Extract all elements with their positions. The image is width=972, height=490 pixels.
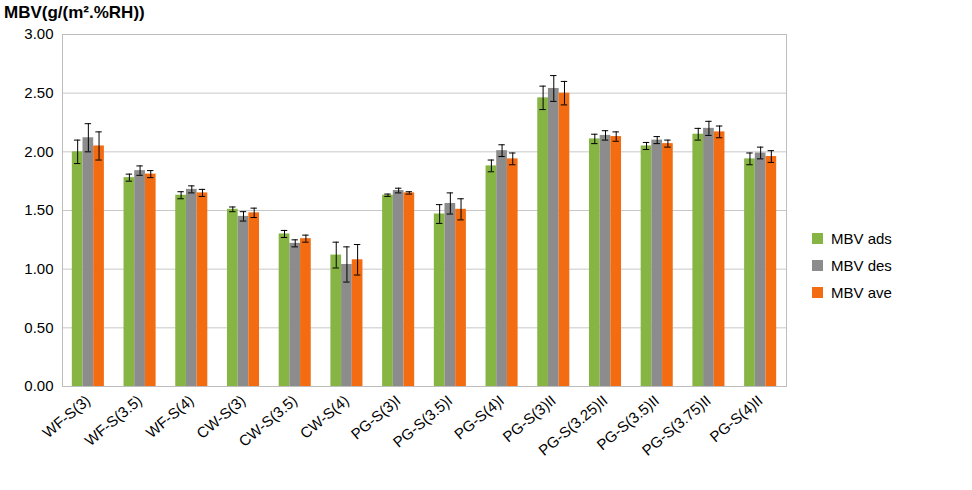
svg-text:1.00: 1.00 — [24, 260, 53, 277]
svg-text:CW-S(3.5): CW-S(3.5) — [235, 392, 300, 450]
svg-text:0.00: 0.00 — [24, 377, 53, 394]
svg-text:WF-S(3.5): WF-S(3.5) — [81, 392, 145, 449]
svg-text:0.50: 0.50 — [24, 319, 53, 336]
svg-text:3.00: 3.00 — [24, 26, 53, 42]
svg-text:PG-S(3.5)I: PG-S(3.5)I — [390, 392, 456, 451]
svg-text:PG-S(3.5)II: PG-S(3.5)II — [593, 391, 663, 454]
svg-text:WF-S(4): WF-S(4) — [142, 392, 196, 441]
svg-text:CW-S(4): CW-S(4) — [297, 392, 352, 442]
svg-text:PG-S(3.75)II: PG-S(3.75)II — [639, 392, 714, 459]
svg-text:2.50: 2.50 — [24, 84, 53, 101]
svg-text:PG-S(4)II: PG-S(4)II — [706, 392, 765, 446]
svg-text:1.50: 1.50 — [24, 201, 53, 218]
html-text:MBV(g/(m².%RH)): MBV(g/(m².%RH)) — [4, 3, 145, 22]
svg-text:PG-S(3)I: PG-S(3)I — [347, 391, 404, 443]
svg-text:PG-S(3)II: PG-S(3)II — [499, 391, 559, 446]
svg-text:WF-S(3): WF-S(3) — [39, 391, 94, 441]
svg-text:PG-S(3.25)II: PG-S(3.25)II — [535, 391, 611, 459]
svg-text:CW-S(3): CW-S(3) — [193, 391, 249, 442]
html-text:MBV ads: MBV ads — [831, 230, 892, 247]
svg-text:2.00: 2.00 — [24, 143, 53, 160]
svg-text:PG-S(4)I: PG-S(4)I — [451, 392, 507, 443]
html-text:MBV des: MBV des — [831, 257, 892, 274]
html-text:MBV ave: MBV ave — [831, 284, 892, 301]
